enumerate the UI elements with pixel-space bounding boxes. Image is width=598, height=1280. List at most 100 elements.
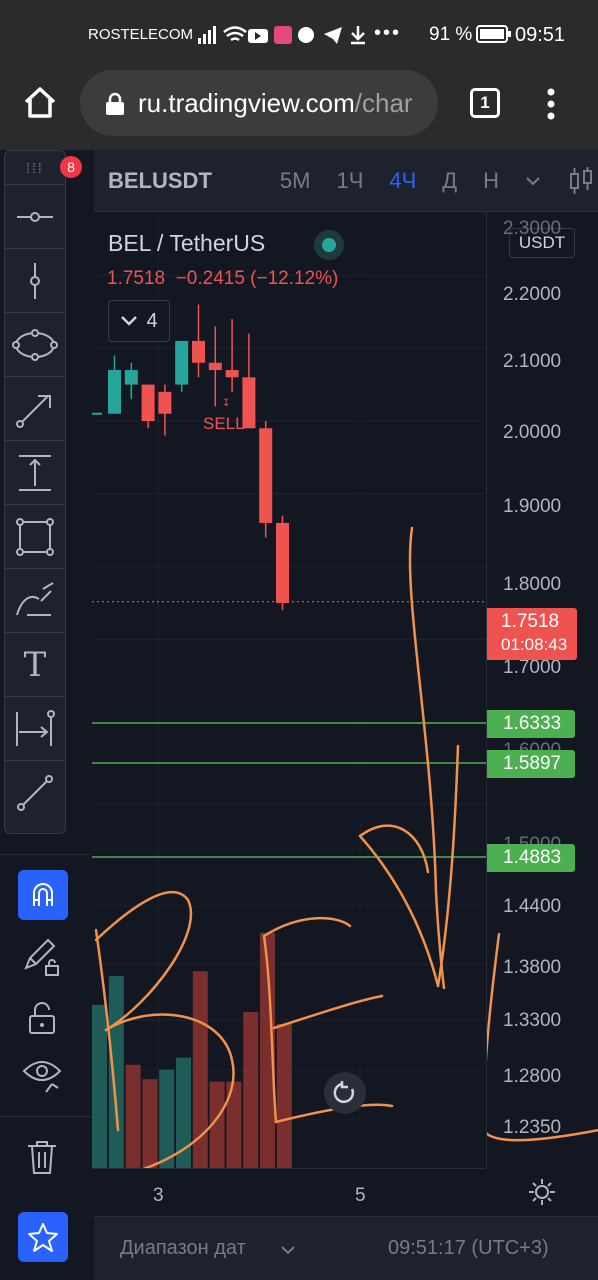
interval-4h[interactable]: 4Ч bbox=[389, 167, 417, 193]
symbol-title: BEL / TetherUS bbox=[108, 230, 266, 256]
trend-line-icon bbox=[17, 775, 53, 811]
price-tick: 1.2350 bbox=[503, 1117, 562, 1138]
last-price-badge: 1.7518 01:08:43 bbox=[487, 608, 577, 660]
price-tick: 1.8000 bbox=[503, 574, 562, 595]
carrier-name: ROSTELECOM bbox=[88, 26, 194, 43]
brush-icon bbox=[16, 581, 54, 616]
tool-column: ⁞⁞⁞ T bbox=[4, 150, 66, 834]
chevron-down-icon[interactable] bbox=[525, 175, 541, 187]
price-tick-partial: 2.3000 bbox=[503, 218, 562, 239]
price-range-icon bbox=[16, 709, 55, 746]
address-bar[interactable]: ru.tradingview.com/char bbox=[80, 70, 438, 136]
time-axis[interactable]: 3 5 bbox=[92, 1168, 486, 1216]
measure-tool[interactable] bbox=[5, 441, 65, 505]
chart-clock[interactable]: 09:51:17 (UTC+3) bbox=[388, 1237, 549, 1259]
volume-bar bbox=[176, 1057, 191, 1168]
candle-body bbox=[192, 340, 205, 363]
favorites-button[interactable] bbox=[18, 1212, 68, 1262]
price-tick: 2.1000 bbox=[503, 351, 562, 372]
magnet-button[interactable] bbox=[18, 870, 68, 920]
level-badge: 1.5897 bbox=[487, 750, 575, 778]
ellipse-tool[interactable] bbox=[5, 313, 65, 377]
horizontal-ray-icon bbox=[17, 211, 53, 222]
date-range-button[interactable]: Диапазон дат bbox=[120, 1237, 246, 1259]
indicators-toggle[interactable]: 4 bbox=[108, 300, 170, 342]
candle-body bbox=[276, 522, 289, 603]
chevron-down-icon[interactable] bbox=[280, 1245, 296, 1257]
volume-bar bbox=[125, 1064, 141, 1168]
price-axis[interactable]: USDT 2.3000 2.2000 2.1000 2.0000 1.9000 … bbox=[486, 212, 598, 1168]
status-bar: ROSTELECOM ••• 91 % 09:51 bbox=[0, 0, 598, 62]
rectangle-icon bbox=[16, 517, 54, 556]
interval-week[interactable]: Н bbox=[483, 167, 500, 193]
volume-bar bbox=[92, 1004, 107, 1168]
vertical-line-tool[interactable] bbox=[5, 249, 65, 313]
handwritten-annotation bbox=[94, 526, 460, 1168]
handwritten-annotation-axis bbox=[487, 932, 598, 1142]
price-range-tool[interactable] bbox=[5, 697, 65, 761]
home-icon[interactable] bbox=[22, 84, 58, 120]
candle-body bbox=[259, 428, 273, 523]
interval-5m[interactable]: 5М bbox=[279, 167, 311, 193]
eye-icon[interactable] bbox=[22, 1056, 66, 1096]
price-tick: 1.2800 bbox=[503, 1066, 562, 1087]
time-tick: 5 bbox=[355, 1185, 366, 1206]
candle-body bbox=[208, 362, 222, 371]
unlock-icon[interactable] bbox=[26, 1000, 60, 1036]
magnet-icon bbox=[33, 883, 53, 906]
interval-day[interactable]: Д bbox=[442, 167, 458, 193]
candle-body bbox=[175, 340, 189, 385]
trend-line-tool[interactable] bbox=[5, 761, 65, 825]
battery-level: 91 % bbox=[429, 24, 473, 45]
text-t-icon: T bbox=[23, 644, 47, 685]
trash-icon[interactable] bbox=[26, 1140, 58, 1176]
sell-arrow-icon: ↧ bbox=[222, 398, 231, 409]
chart-toolbar: BELUSDT 5М 1Ч 4Ч Д Н bbox=[94, 150, 598, 212]
candle-body bbox=[242, 377, 256, 429]
price-tick: 1.4400 bbox=[503, 896, 562, 917]
sell-marker: SELL bbox=[203, 414, 245, 433]
divider bbox=[0, 854, 92, 855]
candle-body bbox=[124, 370, 138, 385]
candles-icon[interactable] bbox=[567, 166, 595, 196]
interval-1h[interactable]: 1Ч bbox=[336, 167, 364, 193]
indicators-count: 4 bbox=[146, 309, 158, 332]
brush-tool[interactable] bbox=[5, 569, 65, 633]
status-icons bbox=[198, 26, 365, 45]
candle-body bbox=[158, 391, 172, 414]
price-tick: 1.9000 bbox=[503, 496, 562, 517]
drawing-tools-panel: ⁞⁞⁞ T 8 bbox=[0, 150, 92, 1280]
volume-bar bbox=[226, 1081, 242, 1168]
volume-bar bbox=[276, 1024, 292, 1168]
candlestick-series bbox=[92, 304, 289, 611]
ellipse-icon bbox=[12, 328, 58, 361]
last-price-value: 1.7518 bbox=[501, 611, 560, 632]
text-tool[interactable]: T bbox=[5, 633, 65, 697]
settings-gear-icon[interactable] bbox=[528, 1178, 556, 1206]
price-legend: 1.7518 −0.2415 (−12.12%) bbox=[107, 268, 338, 290]
candle-body bbox=[108, 370, 121, 414]
volume-bar bbox=[209, 1081, 225, 1168]
symbol-label[interactable]: BELUSDT bbox=[108, 167, 212, 193]
candle-body bbox=[141, 384, 155, 421]
menu-kebab-icon[interactable] bbox=[542, 86, 560, 122]
horizontal-ray-tool[interactable] bbox=[5, 185, 65, 249]
currency-button[interactable]: USDT bbox=[509, 228, 575, 258]
tabs-button[interactable]: 1 bbox=[470, 88, 500, 118]
arrow-tool[interactable] bbox=[5, 377, 65, 441]
battery-icon bbox=[476, 25, 511, 43]
rectangle-tool[interactable] bbox=[5, 505, 65, 569]
chart-pane[interactable]: BEL / TetherUS 1.7518 −0.2415 (−12.12%) … bbox=[92, 212, 486, 1168]
url-path: /char bbox=[354, 87, 413, 118]
market-status-icon[interactable] bbox=[314, 230, 344, 260]
more-icon: ••• bbox=[374, 22, 402, 44]
reset-chart-button[interactable] bbox=[324, 1072, 366, 1114]
level-badge: 1.6333 bbox=[487, 710, 575, 738]
drag-handle[interactable]: ⁞⁞⁞ bbox=[5, 151, 65, 185]
divider bbox=[0, 1116, 92, 1117]
reset-icon bbox=[333, 1081, 355, 1104]
chevron-down-icon bbox=[121, 316, 138, 326]
browser-toolbar: ru.tradingview.com/char 1 bbox=[0, 62, 598, 150]
level-badge: 1.4883 bbox=[487, 844, 575, 872]
pencil-lock-icon[interactable] bbox=[22, 938, 62, 978]
